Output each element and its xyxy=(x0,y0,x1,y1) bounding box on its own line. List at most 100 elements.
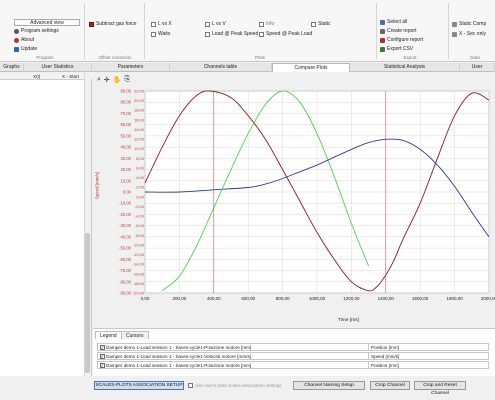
y-left-tick-label: 50,00 xyxy=(121,133,132,138)
tab-channels-table[interactable]: Channels table xyxy=(170,63,272,72)
checkbox-icon xyxy=(205,31,210,37)
static-comp-button[interactable]: Static Comp xyxy=(452,21,486,27)
csv-icon xyxy=(380,46,385,52)
crop-channel-button[interactable]: Crop Channel xyxy=(370,381,410,390)
about-button[interactable]: About xyxy=(14,37,34,43)
legend-panel: Legend Cursors ✓ Damper demo 1-Load sess… xyxy=(93,328,495,376)
plot-static-toggle[interactable]: Static xyxy=(311,21,331,27)
y-left-tick-label: 20,00 xyxy=(121,167,132,172)
plot-waits-label: Waits xyxy=(158,31,171,37)
y-left-tick-label: -90,00 xyxy=(119,291,132,296)
legend-row[interactable]: ✓ Damper demo 1-Load session 1 - Saves-c… xyxy=(97,361,489,369)
cursors-tab[interactable]: Cursors xyxy=(121,331,149,339)
plot-waits-toggle[interactable]: Waits xyxy=(151,31,170,37)
info-icon xyxy=(14,37,19,43)
create-report-button[interactable]: Create report xyxy=(380,28,416,34)
checkbox-icon xyxy=(311,21,316,27)
advanced-view-button[interactable]: Advanced view xyxy=(14,19,80,26)
plot-lvsx-label: L vs X xyxy=(158,21,172,27)
x-tick-label: 400,00 xyxy=(207,296,221,301)
series-line-1 xyxy=(144,138,490,238)
ribbon-toolbar: Advanced view Program settings About Upd… xyxy=(0,0,495,62)
about-label: About xyxy=(21,37,35,43)
bottom-action-bar: SCALES-PLOTS ASSOCIATION SETUP Use user'… xyxy=(0,376,495,400)
compare-plot-area: ⌕ ✛ ✋ ⎘ 0,00 200,00 400,00 600,00 800,00 1000… xyxy=(93,73,495,328)
select-all-button[interactable]: Select all xyxy=(380,19,407,25)
y-right-tick-label: 8,00 xyxy=(136,156,145,161)
tab-user[interactable]: User xyxy=(460,63,495,72)
crosshair-icon[interactable]: ✛ xyxy=(103,77,110,84)
y-left-tick-label: 80,00 xyxy=(121,100,132,105)
y-left-tick-label: 30,00 xyxy=(121,156,132,161)
plot-lvsv-label: L vs V xyxy=(212,21,226,27)
left-panel-scroll-thumb[interactable] xyxy=(85,233,90,373)
y-left-tick-label: -10,00 xyxy=(119,201,132,206)
subtract-gas-force-checkbox[interactable]: Subtract gas force xyxy=(89,21,137,27)
y-right-tick-label: 12,00 xyxy=(134,137,145,142)
checkbox-icon xyxy=(151,21,156,27)
left-panel-header xyxy=(0,73,92,80)
select-all-label: Select all xyxy=(387,19,408,25)
y-left-tick-label: 70,00 xyxy=(121,111,132,116)
separator xyxy=(84,3,85,59)
y-right-tick-label: -4,00 xyxy=(135,214,145,219)
legend-row-name: Damper demo 1-Load session 1 - Saves-cyc… xyxy=(106,354,252,359)
y-right-tick-label: 14,00 xyxy=(134,127,145,132)
x-tick-label: 1000,00 xyxy=(309,296,326,301)
checkbox-icon xyxy=(205,21,210,27)
export-plot-icon[interactable]: ⎘ xyxy=(124,76,131,83)
export-csv-button[interactable]: Export CSV xyxy=(380,46,413,52)
left-panel-scrollbar[interactable] xyxy=(84,73,91,385)
y-left-tick-label: 90,00 xyxy=(121,89,132,94)
tab-statistical-analysis[interactable]: Statistical Analysis xyxy=(350,63,460,72)
y-left-tick-label: -80,00 xyxy=(119,279,132,284)
plot-speed-peak-load-toggle[interactable]: Speed @ Peak Load xyxy=(259,31,312,37)
plot-speed-peak-load-label: Speed @ Peak Load xyxy=(266,31,313,37)
checkbox-checked-icon[interactable]: ✓ xyxy=(99,345,105,351)
pan-hand-icon[interactable]: ✋ xyxy=(112,77,122,84)
x-tick-label: 600,00 xyxy=(241,296,255,301)
subtract-gas-force-label: Subtract gas force xyxy=(96,21,137,27)
line-chart[interactable]: 0,00 200,00 400,00 600,00 800,00 1000,00 1200,… xyxy=(93,87,495,317)
use-plot-scale-checkbox[interactable]: Use user's plots scales association sett… xyxy=(188,383,281,388)
legend-tab[interactable]: Legend xyxy=(95,331,122,339)
scales-plots-association-button[interactable]: SCALES-PLOTS ASSOCIATION SETUP xyxy=(94,381,184,390)
y-right-tick-label: 10,00 xyxy=(134,146,145,151)
y-left-tick-label: 60,00 xyxy=(121,122,132,127)
y-left-tick-label: -60,00 xyxy=(119,257,132,262)
plot-lvsv-toggle[interactable]: L vs V xyxy=(205,21,226,27)
static-comp-icon xyxy=(452,21,457,27)
plot-load-peak-speed-label: Load @ Peak Speed xyxy=(212,31,259,37)
checkbox-icon xyxy=(151,31,156,37)
configure-icon xyxy=(380,37,385,43)
configure-report-button[interactable]: Configure report xyxy=(380,37,423,43)
program-settings-button[interactable]: Program settings xyxy=(14,28,59,34)
checkbox-icon xyxy=(188,383,193,388)
tab-parameters[interactable]: Parameters xyxy=(92,63,170,72)
y-left-tick-label: 0,00 xyxy=(123,190,132,195)
crop-reset-channel-button[interactable]: Crop and Reset Channel xyxy=(414,381,466,396)
tab-graphs[interactable]: Graphs xyxy=(0,63,24,72)
checkbox-icon xyxy=(259,31,264,37)
legend-row-name: Damper demo 1-Load session 1 - Saves-cyc… xyxy=(106,363,252,368)
export-group-title: Export xyxy=(403,55,417,60)
left-panel: X(t) X - Start xyxy=(0,73,92,385)
tab-compare-plots[interactable]: Compare Plots xyxy=(272,63,350,72)
checkbox-checked-icon[interactable]: ✓ xyxy=(99,363,105,369)
legend-row[interactable]: ✓ Damper demo 1-Load session 1 - Saves-c… xyxy=(97,352,489,360)
checkbox-checked-icon[interactable]: ✓ xyxy=(99,354,105,360)
select-all-icon xyxy=(380,19,385,25)
y-right-tick-label: -14,00 xyxy=(133,262,145,267)
x-sec-only-button[interactable]: X - Sec only xyxy=(452,31,486,37)
tab-user-statistics[interactable]: User Statistics xyxy=(24,63,92,72)
channel-naming-setup-button[interactable]: Channel Naming Setup xyxy=(293,381,365,390)
update-button[interactable]: Update xyxy=(14,46,37,52)
plot-info-toggle[interactable]: Info xyxy=(259,21,274,27)
x-axis-label: Time [ms] xyxy=(338,318,359,323)
plot-lvsx-toggle[interactable]: L vs X xyxy=(151,21,172,27)
legend-row[interactable]: ✓ Damper demo 1-Load session 1 - Saves-c… xyxy=(97,343,489,351)
x-tick-label: 1400,00 xyxy=(378,296,395,301)
zoom-icon[interactable]: ⌕ xyxy=(97,76,101,83)
y-axis-left-label: Speed [mm/s] xyxy=(94,171,100,200)
plot-load-peak-speed-toggle[interactable]: Load @ Peak Speed xyxy=(205,31,258,37)
